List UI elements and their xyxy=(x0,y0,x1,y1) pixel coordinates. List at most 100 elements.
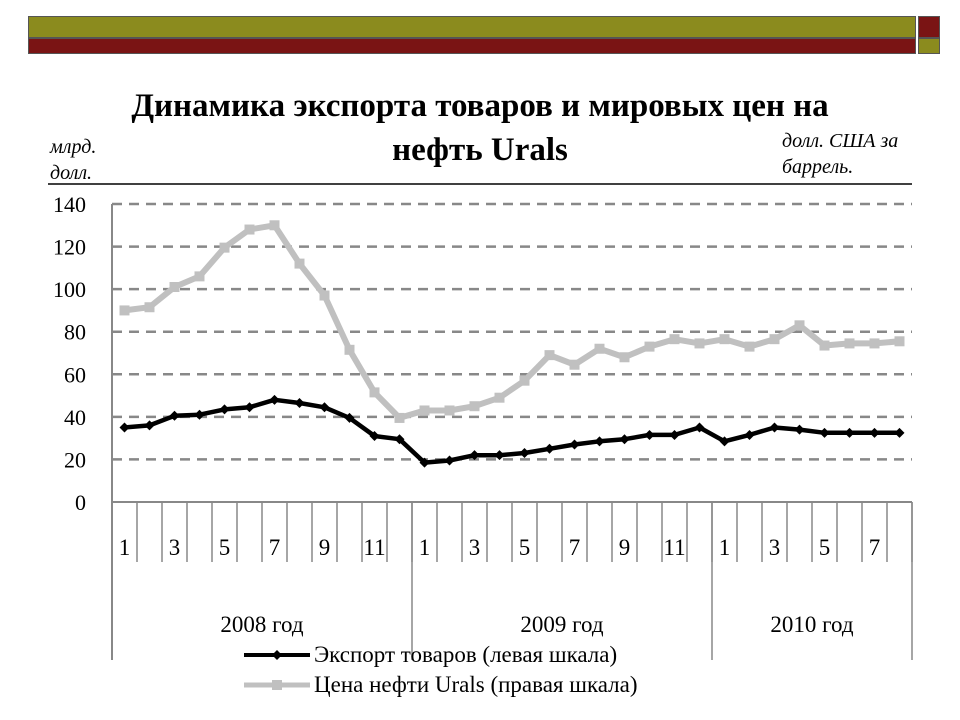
x-tick-label: 9 xyxy=(619,535,631,560)
chart-title: Динамика экспорта товаров и мировых цен … xyxy=(131,88,829,168)
data-point-export xyxy=(119,422,130,433)
x-tick-label: 1 xyxy=(419,535,431,560)
data-point-oil xyxy=(419,405,430,416)
data-point-export xyxy=(544,443,555,454)
data-point-export xyxy=(319,402,330,413)
corner-square-red xyxy=(918,16,940,38)
data-point-oil xyxy=(844,338,855,349)
data-point-oil xyxy=(294,258,305,269)
x-tick-label: 11 xyxy=(363,535,385,560)
data-point-oil xyxy=(894,336,905,347)
y-tick-label: 100 xyxy=(53,277,86,302)
data-point-export xyxy=(294,398,305,409)
data-point-oil xyxy=(594,343,605,354)
data-point-oil xyxy=(744,341,755,352)
legend-item-export: Экспорт товаров (левая шкала) xyxy=(244,640,638,670)
legend-label-oil: Цена нефти Urals (правая шкала) xyxy=(314,672,638,697)
data-point-export xyxy=(169,410,180,421)
data-point-export xyxy=(844,427,855,438)
legend-item-oil: Цена нефти Urals (правая шкала) xyxy=(244,670,638,700)
data-point-export xyxy=(819,427,830,438)
x-tick-label: 3 xyxy=(469,535,481,560)
data-point-oil xyxy=(444,405,455,416)
x-tick-label: 1 xyxy=(719,535,731,560)
data-point-oil xyxy=(319,290,330,301)
data-point-export xyxy=(344,412,355,423)
y-tick-label: 0 xyxy=(75,490,86,515)
x-tick-label: 5 xyxy=(519,535,531,560)
x-tick-label: 3 xyxy=(169,535,181,560)
x-tick-label: 7 xyxy=(569,535,581,560)
corner-square-olive xyxy=(918,38,940,54)
data-point-export xyxy=(794,424,805,435)
data-point-export xyxy=(719,436,730,447)
legend-swatch-export xyxy=(244,650,310,660)
x-tick-label: 7 xyxy=(269,535,281,560)
data-point-export xyxy=(694,422,705,433)
data-point-oil xyxy=(169,282,180,293)
x-tick-label: 7 xyxy=(869,535,881,560)
data-point-oil xyxy=(644,341,655,352)
data-point-oil xyxy=(794,320,805,331)
x-group-label: 2008 год xyxy=(220,612,303,637)
data-point-export xyxy=(219,404,230,415)
data-point-export xyxy=(619,434,630,445)
data-point-export xyxy=(744,429,755,440)
y-tick-label: 80 xyxy=(64,320,86,345)
data-point-oil xyxy=(269,220,280,231)
x-group-label: 2010 год xyxy=(770,612,853,637)
data-point-export xyxy=(244,402,255,413)
data-point-oil xyxy=(144,302,155,313)
data-point-oil xyxy=(819,340,830,351)
data-point-oil xyxy=(219,242,230,253)
y-tick-label: 40 xyxy=(64,405,86,430)
x-tick-label: 9 xyxy=(319,535,331,560)
data-point-export xyxy=(644,429,655,440)
data-point-oil xyxy=(869,338,880,349)
data-point-oil xyxy=(119,305,130,316)
legend-swatch-oil xyxy=(244,680,310,690)
data-point-oil xyxy=(619,352,630,363)
data-point-export xyxy=(444,455,455,466)
data-point-oil xyxy=(769,334,780,345)
header-bar-red xyxy=(28,38,916,54)
data-point-oil xyxy=(469,401,480,412)
data-point-oil xyxy=(194,271,205,282)
data-point-export xyxy=(469,450,480,461)
data-point-export xyxy=(869,427,880,438)
left-axis-unit: млрд. долл. xyxy=(50,136,97,184)
data-point-export xyxy=(369,431,380,442)
x-group-label: 2009 год xyxy=(520,612,603,637)
x-tick-label: 1 xyxy=(119,535,131,560)
x-tick-label: 5 xyxy=(219,535,231,560)
header-bar-olive xyxy=(28,16,916,38)
data-point-export xyxy=(569,439,580,450)
series-line-oil xyxy=(124,222,900,421)
x-tick-label: 11 xyxy=(663,535,685,560)
data-point-export xyxy=(144,420,155,431)
y-tick-label: 120 xyxy=(53,235,86,260)
data-point-oil xyxy=(719,334,730,345)
data-point-export xyxy=(894,427,905,438)
data-point-export xyxy=(769,422,780,433)
data-point-oil xyxy=(544,350,555,361)
data-point-oil xyxy=(344,344,355,355)
data-point-oil xyxy=(494,392,505,403)
data-point-oil xyxy=(569,359,580,370)
data-point-oil xyxy=(244,224,255,235)
data-point-oil xyxy=(694,338,705,349)
data-point-export xyxy=(494,450,505,461)
data-point-export xyxy=(519,448,530,459)
data-point-oil xyxy=(369,387,380,398)
data-point-export xyxy=(194,409,205,420)
data-point-oil xyxy=(394,412,405,423)
data-point-export xyxy=(419,457,430,468)
x-tick-label: 5 xyxy=(819,535,831,560)
series-line-export xyxy=(124,397,900,465)
y-tick-label: 140 xyxy=(53,192,86,217)
y-tick-label: 60 xyxy=(64,362,86,387)
data-point-export xyxy=(594,436,605,447)
legend: Экспорт товаров (левая шкала) Цена нефти… xyxy=(244,640,638,700)
x-tick-label: 3 xyxy=(769,535,781,560)
